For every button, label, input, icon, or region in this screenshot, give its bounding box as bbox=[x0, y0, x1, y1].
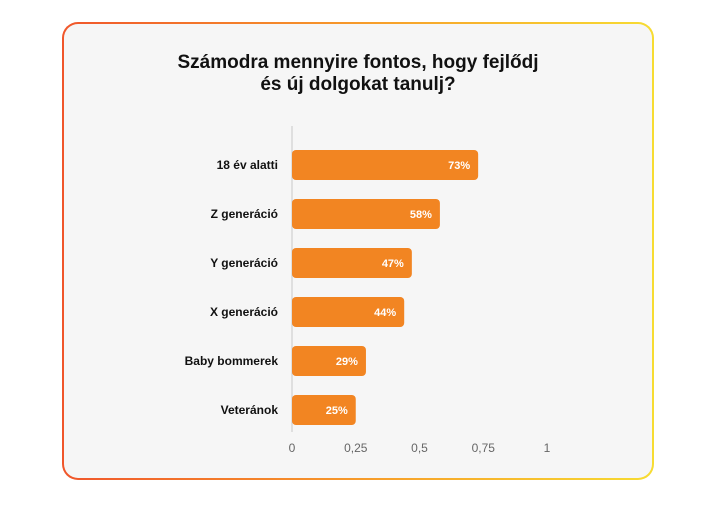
x-tick-label: 0 bbox=[289, 441, 296, 455]
data-label: 29% bbox=[336, 356, 358, 368]
data-label: 58% bbox=[410, 209, 432, 221]
bar bbox=[292, 346, 366, 376]
category-label: Z generáció bbox=[211, 207, 278, 221]
x-tick-label: 0,5 bbox=[411, 441, 428, 455]
bar bbox=[292, 199, 440, 229]
bar bbox=[292, 150, 479, 180]
bar bbox=[292, 297, 405, 327]
data-label: 73% bbox=[448, 160, 470, 172]
category-label: Veteránok bbox=[221, 403, 279, 417]
chart-title: Számodra mennyire fontos, hogy fejlődj é… bbox=[177, 52, 539, 95]
category-label: Baby bommerek bbox=[185, 354, 279, 368]
data-label: 44% bbox=[374, 307, 396, 319]
bar bbox=[292, 248, 412, 278]
data-label: 47% bbox=[382, 258, 404, 270]
category-label: X generáció bbox=[210, 305, 278, 319]
chart-card: Számodra mennyire fontos, hogy fejlődj é… bbox=[62, 22, 654, 480]
category-label: 18 év alatti bbox=[217, 158, 278, 172]
x-tick-label: 1 bbox=[544, 441, 551, 455]
x-tick-label: 0,75 bbox=[472, 441, 496, 455]
category-label: Y generáció bbox=[210, 256, 278, 270]
bar bbox=[292, 395, 356, 425]
data-label: 25% bbox=[326, 405, 348, 417]
x-tick-label: 0,25 bbox=[344, 441, 368, 455]
